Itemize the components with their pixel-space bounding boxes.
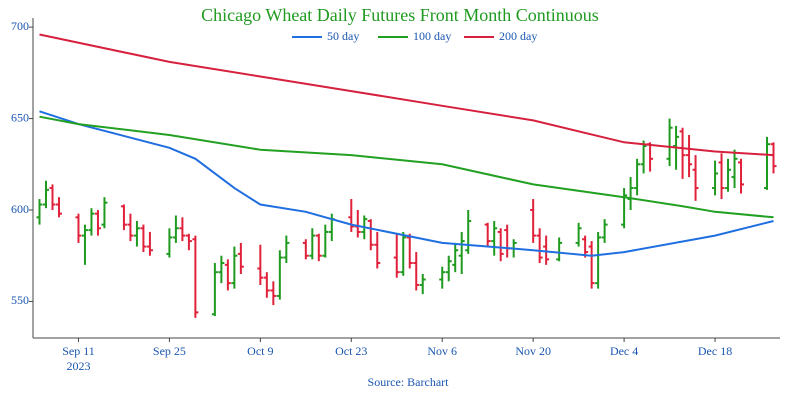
- moving-average-line: [39, 33, 774, 157]
- source-note: Source: Barchart: [368, 375, 450, 389]
- x-tick-label: Nov 20: [515, 344, 551, 358]
- x-tick-label: Sep 25: [153, 344, 186, 358]
- y-tick-label: 700: [11, 19, 29, 33]
- x-tick-label: Dec 18: [698, 344, 732, 358]
- x-tick-label: Sep 11: [62, 344, 95, 358]
- y-tick-label: 550: [11, 293, 29, 307]
- legend-label: 50 day: [327, 29, 359, 43]
- y-tick-label: 600: [11, 202, 29, 216]
- legend-label: 100 day: [413, 29, 451, 43]
- chart-title: Chicago Wheat Daily Futures Front Month …: [201, 5, 599, 25]
- legend-label: 200 day: [499, 29, 537, 43]
- y-tick-label: 650: [11, 110, 29, 124]
- x-tick-label: Nov 6: [427, 344, 457, 358]
- x-tick-label: Oct 23: [335, 344, 367, 358]
- moving-average-line: [39, 115, 774, 219]
- x-tick-label: Dec 4: [610, 344, 638, 358]
- x-tick-label: Oct 9: [247, 344, 273, 358]
- x-tick-year: 2023: [66, 359, 90, 373]
- moving-average-line: [39, 110, 774, 257]
